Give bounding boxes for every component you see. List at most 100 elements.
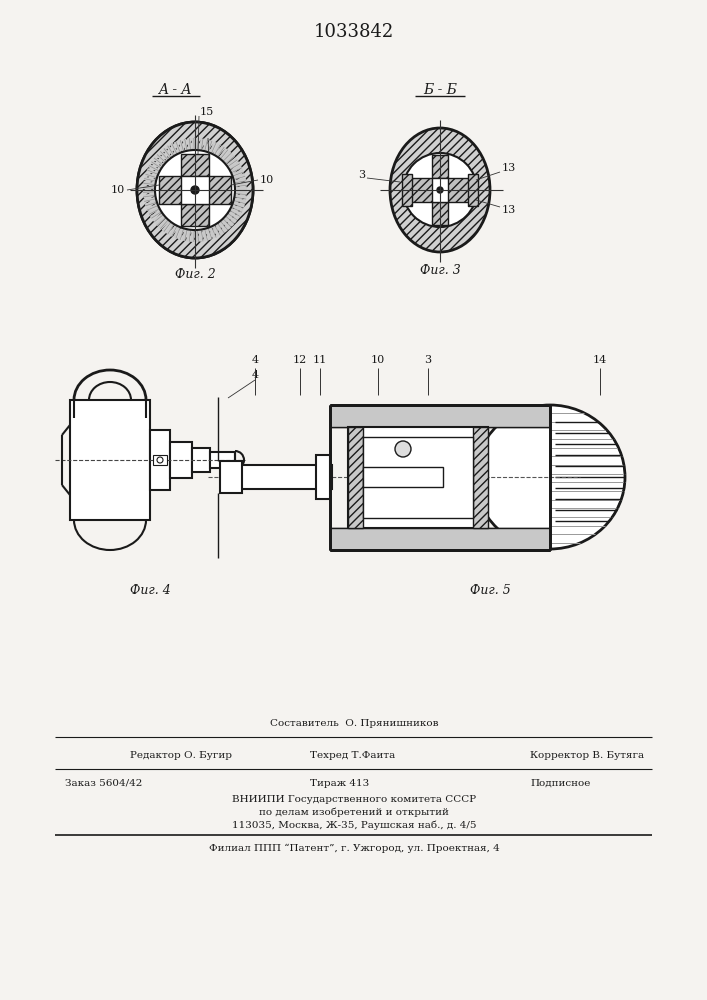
Wedge shape: [195, 182, 247, 190]
Wedge shape: [195, 190, 216, 239]
Text: 11: 11: [313, 355, 327, 365]
Wedge shape: [195, 139, 209, 190]
Ellipse shape: [475, 405, 625, 549]
Bar: [210, 452, 235, 468]
Bar: [150, 430, 170, 490]
Wedge shape: [177, 190, 195, 240]
Bar: [363, 437, 473, 518]
Wedge shape: [143, 185, 195, 190]
Wedge shape: [195, 190, 240, 220]
Wedge shape: [195, 190, 224, 235]
Text: Фиг. 2: Фиг. 2: [175, 268, 216, 282]
Bar: [316, 455, 330, 499]
Wedge shape: [163, 147, 195, 190]
Bar: [402, 174, 412, 206]
Text: по делам изобретений и открытий: по делам изобретений и открытий: [259, 807, 449, 817]
Circle shape: [155, 150, 235, 230]
Bar: [348, 427, 488, 528]
Text: ВНИИПИ Государственного комитета СССР: ВНИИПИ Государственного комитета СССР: [232, 794, 476, 804]
Wedge shape: [195, 157, 238, 190]
Wedge shape: [144, 190, 195, 198]
Wedge shape: [153, 157, 195, 190]
Wedge shape: [165, 190, 195, 235]
Circle shape: [191, 186, 199, 194]
Bar: [240, 465, 332, 489]
Wedge shape: [195, 190, 247, 199]
Text: Фиг. 4: Фиг. 4: [129, 584, 170, 596]
Text: 113035, Москва, Ж-35, Раушская наб., д. 4/5: 113035, Москва, Ж-35, Раушская наб., д. …: [232, 820, 477, 830]
Text: 1033842: 1033842: [314, 23, 394, 41]
Wedge shape: [195, 190, 245, 208]
Bar: [348, 427, 363, 528]
Wedge shape: [195, 173, 245, 190]
Text: 3: 3: [424, 355, 431, 365]
Wedge shape: [195, 190, 199, 242]
Wedge shape: [144, 190, 195, 203]
Text: 2: 2: [209, 130, 216, 140]
Wedge shape: [150, 190, 195, 219]
Wedge shape: [195, 190, 231, 230]
Wedge shape: [195, 177, 246, 190]
Text: Тираж 413: Тираж 413: [310, 778, 369, 788]
Bar: [473, 427, 488, 528]
Wedge shape: [182, 139, 195, 190]
Wedge shape: [195, 138, 199, 190]
Text: Техред Т.Фаита: Техред Т.Фаита: [310, 750, 395, 760]
Wedge shape: [195, 186, 247, 190]
Wedge shape: [195, 190, 237, 223]
Text: Заказ 5604/42: Заказ 5604/42: [65, 778, 142, 788]
Text: 2': 2': [209, 225, 219, 235]
Wedge shape: [187, 138, 195, 190]
Text: 10: 10: [260, 175, 274, 185]
Text: 13: 13: [502, 205, 516, 215]
Wedge shape: [195, 190, 212, 240]
Wedge shape: [159, 150, 195, 190]
Bar: [363, 467, 443, 487]
Bar: [170, 442, 192, 478]
Text: Корректор В. Бутяга: Корректор В. Бутяга: [530, 750, 644, 760]
Text: Филиал ППП “Патент”, г. Ужгород, ул. Проектная, 4: Филиал ППП “Патент”, г. Ужгород, ул. Про…: [209, 843, 499, 853]
Wedge shape: [195, 169, 244, 190]
Wedge shape: [195, 165, 242, 190]
Text: 12: 12: [293, 355, 307, 365]
Wedge shape: [195, 140, 213, 190]
Wedge shape: [166, 145, 195, 190]
Bar: [181, 154, 209, 226]
Wedge shape: [186, 190, 195, 242]
Wedge shape: [148, 190, 195, 215]
Bar: [331, 528, 550, 549]
Wedge shape: [145, 172, 195, 190]
Wedge shape: [182, 190, 195, 241]
Bar: [432, 178, 448, 202]
Wedge shape: [195, 190, 220, 237]
Wedge shape: [195, 138, 204, 190]
Circle shape: [395, 441, 411, 457]
Wedge shape: [146, 190, 195, 211]
Wedge shape: [192, 138, 195, 190]
Wedge shape: [146, 168, 195, 190]
Bar: [220, 461, 242, 493]
Wedge shape: [195, 190, 247, 195]
Circle shape: [157, 457, 163, 463]
Wedge shape: [195, 190, 208, 241]
Bar: [181, 176, 209, 204]
Text: Составитель  О. Прянишников: Составитель О. Прянишников: [270, 718, 438, 728]
Wedge shape: [195, 190, 234, 227]
Text: 10: 10: [371, 355, 385, 365]
Circle shape: [403, 153, 477, 227]
Wedge shape: [143, 190, 195, 194]
Bar: [192, 448, 210, 472]
Bar: [70, 400, 150, 520]
Wedge shape: [144, 181, 195, 190]
Text: 13: 13: [502, 163, 516, 173]
Wedge shape: [195, 148, 228, 190]
Wedge shape: [145, 190, 195, 207]
Text: 10: 10: [111, 185, 125, 195]
Wedge shape: [195, 190, 246, 203]
Wedge shape: [195, 154, 235, 190]
Wedge shape: [195, 190, 228, 233]
Ellipse shape: [390, 128, 490, 252]
Text: 4: 4: [252, 355, 259, 365]
Wedge shape: [195, 190, 242, 216]
Wedge shape: [148, 164, 195, 190]
